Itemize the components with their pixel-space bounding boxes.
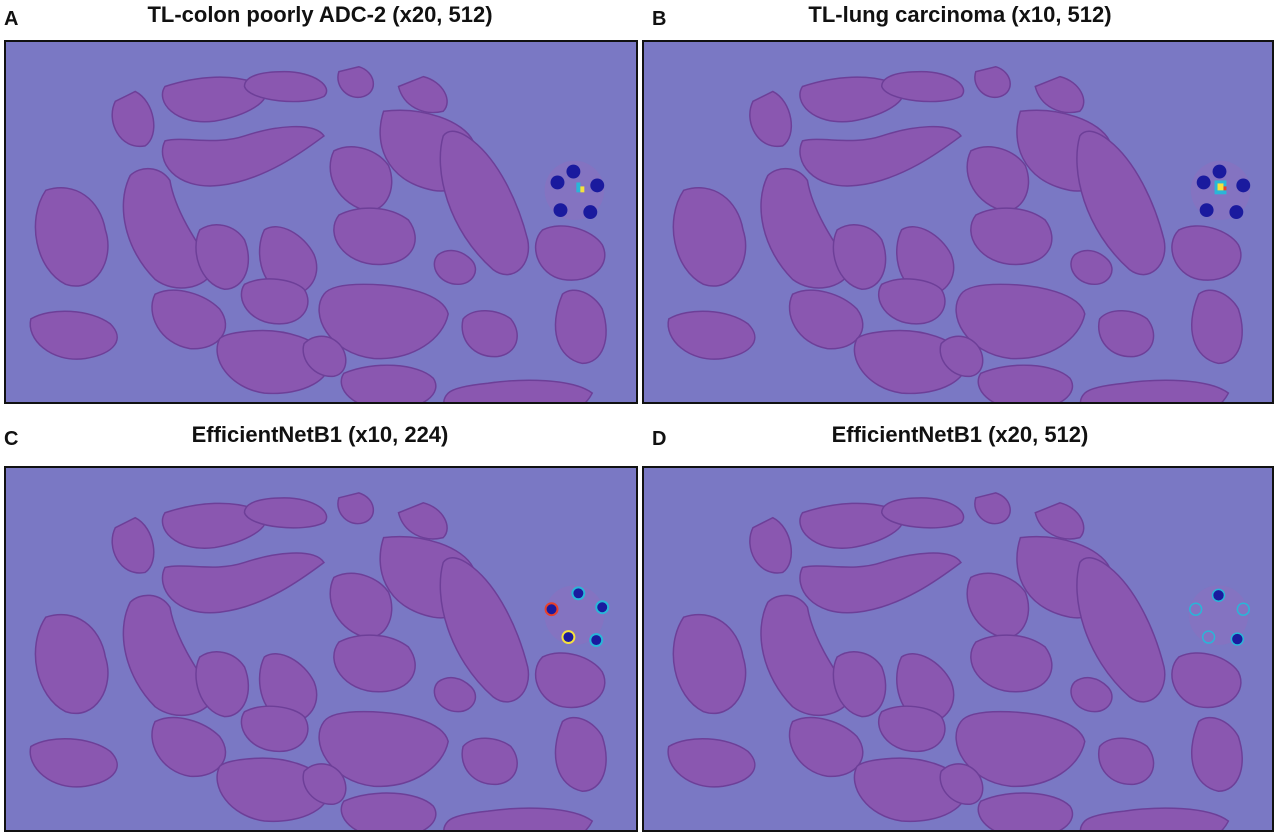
panel-letter: C [4,428,19,450]
panel-d: D EfficientNetB1 (x20, 512) [640,418,1280,832]
panel-title: EfficientNetB1 (x20, 512) [831,422,1089,447]
panel-letter: B [652,8,667,30]
panel-c: C EfficientNetB1 (x10, 224) [0,418,640,832]
heatmap-overlay [1190,160,1251,221]
heatmap-overlay [544,160,605,221]
panel-letter: A [4,8,19,30]
slide-image [642,40,1274,404]
heatmap-overlay [544,585,610,648]
panel-title: TL-colon poorly ADC-2 (x20, 512) [147,2,493,27]
slide-image [642,466,1274,832]
slide-image [4,40,638,404]
panel-a: A TL-colon poorly ADC-2 (x20, 512) [0,0,640,404]
panel-title: TL-lung carcinoma (x10, 512) [808,2,1112,27]
slide-image [4,466,638,832]
panel-title: EfficientNetB1 (x10, 224) [191,422,449,447]
panel-letter: D [652,428,667,450]
panel-b: B TL-lung carcinoma (x10, 512) [640,0,1280,404]
heatmap-overlay [1188,585,1250,646]
